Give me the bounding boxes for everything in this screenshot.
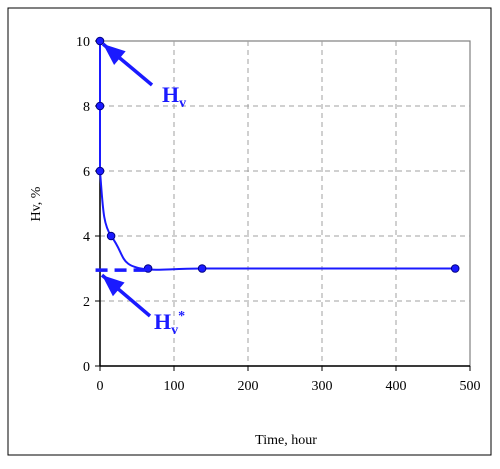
x-tick-label-5: 500 <box>460 379 481 394</box>
data-point-5 <box>197 264 207 273</box>
data-point-1 <box>95 101 105 111</box>
y-axis-title: Hv, % <box>29 186 44 221</box>
x-tick-label-4: 400 <box>386 379 407 394</box>
y-tick-label-3: 6 <box>83 165 90 180</box>
x-axis-ticks: 0 100 200 300 400 500 <box>97 366 481 394</box>
hv-label-main: H <box>162 82 179 107</box>
data-point-2 <box>95 166 105 176</box>
hv-star-label-subscript: v <box>171 323 178 338</box>
plot-area <box>99 40 471 367</box>
data-point-3 <box>106 231 116 241</box>
x-axis-title: Time, hour <box>255 433 317 448</box>
hv-star-label-superscript: * <box>178 309 185 324</box>
x-tick-label-3: 300 <box>312 379 333 394</box>
y-tick-label-1: 2 <box>83 295 90 310</box>
y-tick-label-5: 10 <box>76 35 90 50</box>
y-tick-label-2: 4 <box>83 230 90 245</box>
hv-label: Hv <box>162 82 186 111</box>
hv-star-label-main: H <box>154 309 171 334</box>
x-tick-label-2: 200 <box>238 379 259 394</box>
x-tick-label-1: 100 <box>164 379 185 394</box>
data-point-0 <box>95 36 105 46</box>
y-tick-label-4: 8 <box>83 100 90 115</box>
data-point-6 <box>450 264 460 273</box>
gridlines <box>100 41 470 366</box>
hv-label-subscript: v <box>179 96 186 111</box>
data-series <box>95 36 460 273</box>
x-tick-label-0: 0 <box>97 379 104 394</box>
series-line <box>99 41 456 271</box>
hv-star-arrow-head <box>102 275 125 297</box>
hv-arrow-head <box>103 44 126 66</box>
hv-star-label: Hv* <box>154 309 185 338</box>
y-tick-label-0: 0 <box>83 360 90 375</box>
